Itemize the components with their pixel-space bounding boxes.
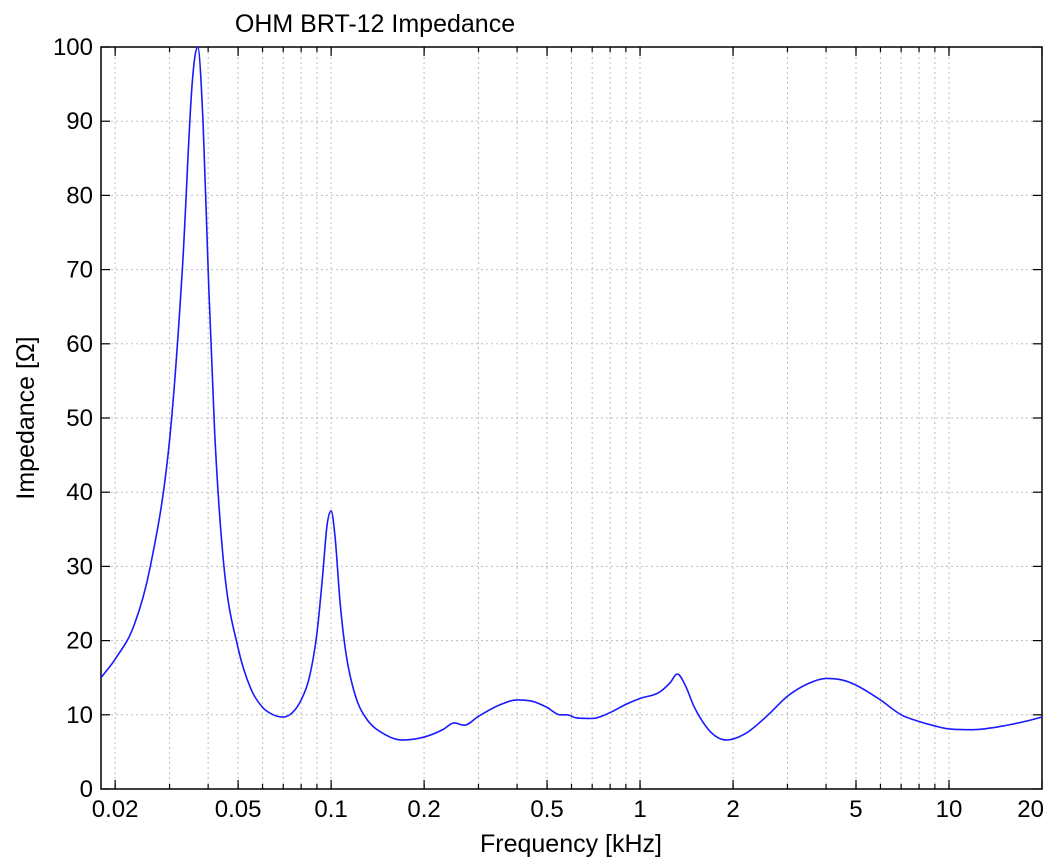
y-tick-label: 90 (66, 108, 93, 135)
plot-frame (100, 46, 1043, 790)
y-tick-label: 60 (66, 331, 93, 358)
x-tick-label: 10 (936, 796, 963, 823)
chart-title: OHM BRT-12 Impedance (235, 10, 515, 38)
y-tick-label: 10 (66, 702, 93, 729)
x-tick-label: 2 (726, 796, 739, 823)
series-layer (101, 46, 1042, 741)
impedance-curve (101, 46, 1042, 741)
x-tick-label: 0.05 (215, 796, 262, 823)
ticks-layer: 0 10 20 30 40 50 60 70 80 90 100 0.02 0.05 0.1 0.2 0.5 1… (53, 34, 1044, 823)
x-tick-label: 0.5 (530, 796, 563, 823)
y-tick-label: 20 (66, 628, 93, 655)
y-tick-label: 0 (80, 776, 93, 803)
x-tick-label: 5 (849, 796, 862, 823)
y-tick-label: 30 (66, 553, 93, 580)
x-tick-label: 0.2 (407, 796, 440, 823)
x-tick-label: 1 (633, 796, 646, 823)
x-tick-label: 0.1 (314, 796, 347, 823)
grid-layer (101, 47, 1042, 789)
x-tick-label: 0.02 (92, 796, 139, 823)
x-axis-label: Frequency [kHz] (480, 830, 662, 858)
y-tick-label: 50 (66, 405, 93, 432)
y-tick-label: 100 (53, 34, 93, 61)
x-tick-label: 20 (1017, 796, 1044, 823)
y-axis-label: Impedance [Ω] (12, 336, 40, 499)
y-tick-label: 80 (66, 182, 93, 209)
y-tick-label: 40 (66, 479, 93, 506)
y-tick-label: 70 (66, 257, 93, 284)
